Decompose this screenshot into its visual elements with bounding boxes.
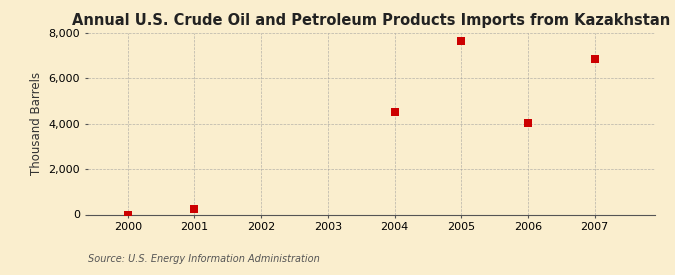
Point — [522, 120, 533, 125]
Text: Source: U.S. Energy Information Administration: Source: U.S. Energy Information Administ… — [88, 254, 319, 265]
Point — [589, 56, 600, 61]
Point — [389, 110, 400, 115]
Y-axis label: Thousand Barrels: Thousand Barrels — [30, 72, 43, 175]
Point — [189, 207, 200, 211]
Title: Annual U.S. Crude Oil and Petroleum Products Imports from Kazakhstan: Annual U.S. Crude Oil and Petroleum Prod… — [72, 13, 670, 28]
Point — [122, 212, 133, 217]
Point — [456, 39, 466, 44]
